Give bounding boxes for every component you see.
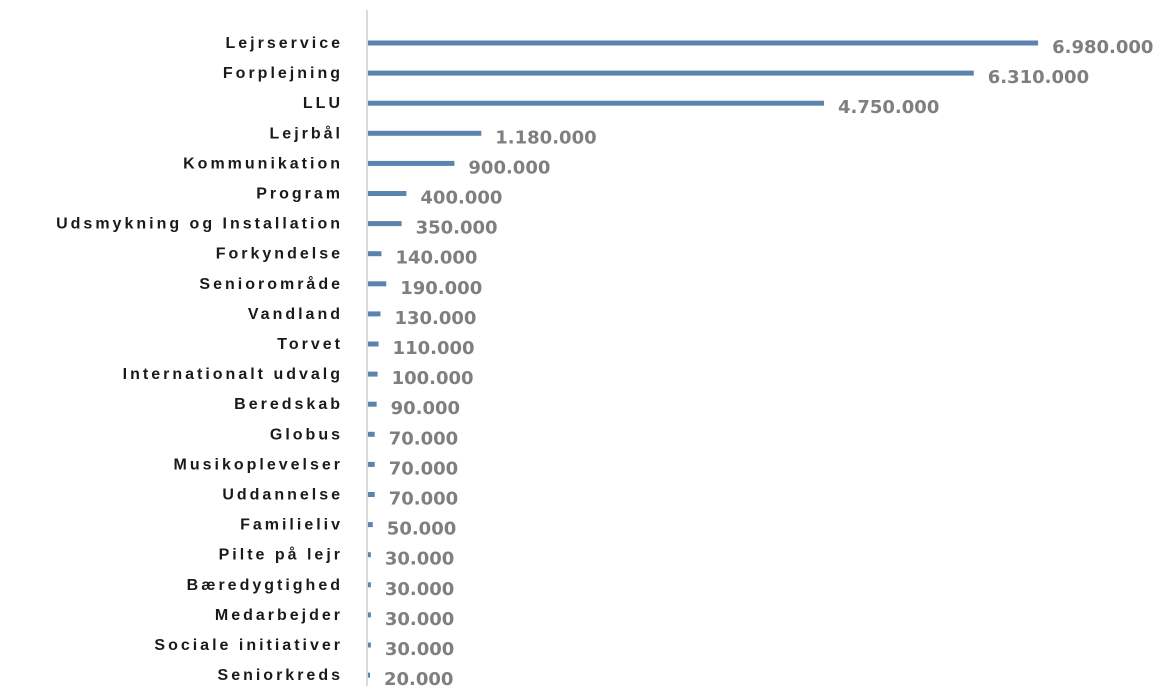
data-label: 30.000 <box>385 549 454 570</box>
category-label: Globus <box>270 426 343 443</box>
bar <box>368 341 379 347</box>
data-label: 190.000 <box>400 278 482 299</box>
category-label: Kommunikation <box>183 155 343 172</box>
bar <box>368 221 402 227</box>
data-label: 100.000 <box>392 368 474 389</box>
category-label: LLU <box>303 95 343 112</box>
category-label: Medarbejder <box>215 607 343 624</box>
data-label: 50.000 <box>387 519 456 540</box>
bar <box>368 251 382 257</box>
category-label: Sociale initiativer <box>154 637 343 654</box>
bar <box>368 130 482 136</box>
value-labels: 6.980.000 6.310.000 4.750.000 1.180.000 900.… <box>384 37 1153 686</box>
data-label: 20.000 <box>384 669 453 686</box>
category-label: Seniorområde <box>199 275 343 293</box>
category-label: Musikoplevelser <box>174 456 344 473</box>
category-label: Beredskab <box>234 396 343 413</box>
bar <box>368 281 387 287</box>
bar <box>368 70 974 76</box>
category-label: Forplejning <box>223 65 343 82</box>
category-label: Internationalt udvalg <box>123 366 343 383</box>
bar <box>368 672 370 678</box>
data-label: 30.000 <box>385 579 454 600</box>
data-label: 1.180.000 <box>495 127 596 148</box>
bar <box>368 160 455 166</box>
data-label: 30.000 <box>385 639 454 660</box>
data-label: 130.000 <box>394 308 476 329</box>
category-label: Pilte på lejr <box>219 546 343 564</box>
bar <box>368 552 371 558</box>
category-label: Seniorkreds <box>218 667 343 684</box>
category-label: Forkyndelse <box>216 246 343 263</box>
data-label: 6.310.000 <box>988 67 1089 88</box>
data-label: 140.000 <box>395 248 477 269</box>
bar <box>368 461 375 467</box>
bar <box>368 40 1039 46</box>
category-label: Vandland <box>248 306 343 323</box>
data-label: 70.000 <box>389 489 458 510</box>
bar <box>368 371 378 377</box>
bar <box>368 431 375 437</box>
bar <box>368 100 824 106</box>
bar <box>368 191 407 196</box>
bar <box>368 311 381 317</box>
data-label: 4.750.000 <box>838 97 939 118</box>
category-label: Lejrservice <box>225 35 343 52</box>
bars <box>368 40 1039 678</box>
data-label: 900.000 <box>468 157 550 178</box>
category-labels: Lejrservice Forplejning LLU Lejrbål Kommunik… <box>56 35 344 684</box>
category-label: Program <box>256 186 343 203</box>
bar <box>368 492 375 497</box>
data-label: 70.000 <box>389 458 458 479</box>
data-label: 30.000 <box>385 609 454 630</box>
bar <box>368 401 377 407</box>
bar <box>368 522 373 528</box>
category-label: Familieliv <box>240 517 343 534</box>
data-label: 400.000 <box>420 188 502 209</box>
data-label: 350.000 <box>416 218 498 239</box>
data-label: 110.000 <box>393 338 475 359</box>
bar <box>368 612 371 618</box>
data-label: 90.000 <box>391 398 460 419</box>
bar <box>368 582 371 588</box>
category-label: Lejrbål <box>270 124 343 142</box>
data-label: 6.980.000 <box>1052 37 1153 58</box>
data-label: 70.000 <box>389 428 458 449</box>
bar <box>368 642 371 648</box>
category-label: Bæredygtighed <box>187 577 343 594</box>
category-label: Torvet <box>277 336 343 353</box>
category-label: Uddannelse <box>222 487 343 504</box>
category-label: Udsmykning og Installation <box>56 216 343 233</box>
